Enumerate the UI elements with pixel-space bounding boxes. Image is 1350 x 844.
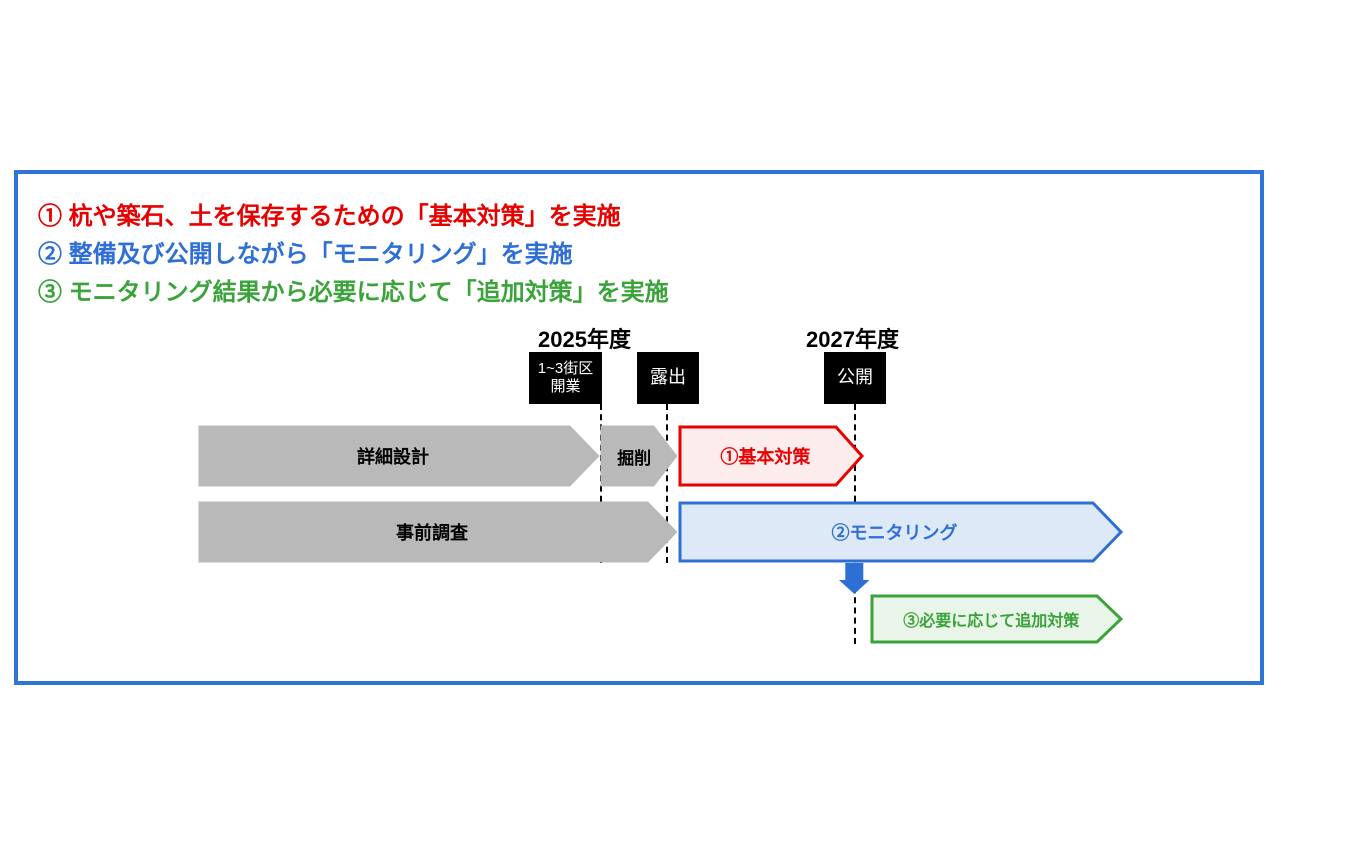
legend-text: 杭や築石、土を保存するための「基本対策」を実施 [62,203,621,230]
legend-text: モニタリング結果から必要に応じて「追加対策」を実施 [62,279,669,306]
legend-num: ① [38,203,62,230]
legend-num: ② [38,241,62,268]
year-label-0: 2025年度 [538,322,631,354]
milestone-box-1: 露出 [637,352,699,404]
legend-num: ③ [38,279,62,306]
legend-text: 整備及び公開しながら「モニタリング」を実施 [62,241,573,268]
arrow-row2-1: ②モニタリング [678,501,1123,563]
arrow-row1-0: 詳細設計 [198,425,600,487]
arrow-row1-1: 掘削 [600,425,678,487]
arrow-row3-0: ③必要に応じて追加対策 [870,594,1123,644]
year-label-1: 2027年度 [806,322,899,354]
legend-line-2: ② 整備及び公開しながら「モニタリング」を実施 [38,234,573,269]
legend-line-1: ① 杭や築石、土を保存するための「基本対策」を実施 [38,196,621,231]
arrow-row2-0: 事前調査 [198,501,678,563]
arrow-row1-2: ①基本対策 [678,425,864,487]
milestone-box-0: 1~3街区開業 [529,352,602,404]
legend-line-3: ③ モニタリング結果から必要に応じて「追加対策」を実施 [38,272,669,307]
milestone-box-2: 公開 [824,352,886,404]
